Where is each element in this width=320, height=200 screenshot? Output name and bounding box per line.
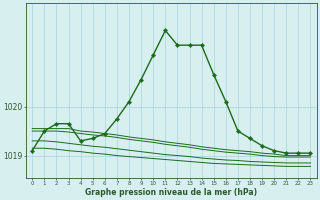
X-axis label: Graphe pression niveau de la mer (hPa): Graphe pression niveau de la mer (hPa): [85, 188, 257, 197]
